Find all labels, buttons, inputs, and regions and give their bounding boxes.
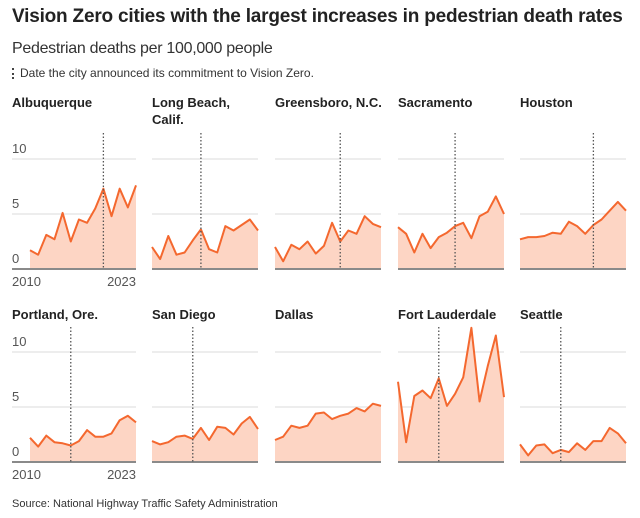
chart-subtitle: Pedestrian deaths per 100,000 people bbox=[12, 40, 273, 57]
area-fill bbox=[520, 427, 626, 462]
area-fill bbox=[275, 216, 381, 269]
series-line bbox=[274, 215, 382, 263]
panel-dallas: Dallas bbox=[274, 307, 382, 463]
panel-seattle: Seattle bbox=[519, 307, 627, 463]
panel-sacramento: Sacramento bbox=[397, 95, 505, 270]
panel-long-beach-calif-: Long Beach, Calif. bbox=[151, 95, 259, 270]
series-line bbox=[29, 185, 137, 256]
panel-title: Fort Lauderdale bbox=[398, 307, 496, 322]
x-tick-label: 2023 bbox=[107, 467, 136, 482]
panel-title: Long Beach, bbox=[152, 95, 230, 110]
series-line bbox=[519, 200, 627, 241]
panel-title: San Diego bbox=[152, 307, 216, 322]
panel-title: Houston bbox=[520, 95, 573, 110]
area-fill bbox=[152, 416, 258, 462]
source-note: Source: National Highway Traffic Safety … bbox=[12, 498, 278, 510]
panel-title: Albuquerque bbox=[12, 95, 92, 110]
area-fill bbox=[275, 403, 381, 462]
panel-title: Calif. bbox=[152, 112, 184, 127]
series-line bbox=[519, 426, 627, 457]
panel-title: Sacramento bbox=[398, 95, 472, 110]
x-tick-label: 2023 bbox=[107, 274, 136, 289]
area-fill bbox=[30, 415, 136, 462]
dotted-line-legend-icon bbox=[12, 67, 14, 79]
y-tick-label: 5 bbox=[12, 389, 19, 404]
series-line bbox=[151, 415, 259, 446]
panel-portland-ore-: Portland, Ore. 0 5 10 2010 2023 bbox=[12, 307, 137, 482]
panel-title: Seattle bbox=[520, 307, 563, 322]
chart-title: Vision Zero cities with the largest incr… bbox=[12, 6, 623, 27]
area-fill bbox=[398, 327, 504, 462]
x-tick-label: 2010 bbox=[12, 467, 41, 482]
area-fill bbox=[152, 219, 258, 269]
panel-houston: Houston bbox=[519, 95, 627, 270]
area-fill bbox=[30, 185, 136, 269]
panel-albuquerque: Albuquerque 0 5 10 2010 2023 bbox=[12, 95, 137, 289]
panel-title: Portland, Ore. bbox=[12, 307, 98, 322]
panel-title: Dallas bbox=[275, 307, 313, 322]
series-line bbox=[274, 402, 382, 441]
series-line bbox=[397, 326, 505, 444]
y-tick-label: 0 bbox=[12, 444, 19, 459]
legend: Date the city announced its commitment t… bbox=[12, 66, 314, 80]
series-line bbox=[29, 414, 137, 448]
panel-greensboro-n-c-: Greensboro, N.C. bbox=[274, 95, 382, 270]
panel-fort-lauderdale: Fort Lauderdale bbox=[397, 307, 505, 463]
area-fill bbox=[398, 196, 504, 269]
area-fill bbox=[520, 201, 626, 269]
panel-san-diego: San Diego bbox=[151, 307, 259, 463]
series-line bbox=[151, 218, 259, 261]
y-tick-label: 0 bbox=[12, 251, 19, 266]
y-tick-label: 10 bbox=[12, 141, 26, 156]
series-line bbox=[397, 195, 505, 254]
panel-title: Greensboro, N.C. bbox=[275, 95, 382, 110]
legend-label: Date the city announced its commitment t… bbox=[20, 66, 314, 80]
y-tick-label: 5 bbox=[12, 196, 19, 211]
y-tick-label: 10 bbox=[12, 334, 26, 349]
x-tick-label: 2010 bbox=[12, 274, 41, 289]
